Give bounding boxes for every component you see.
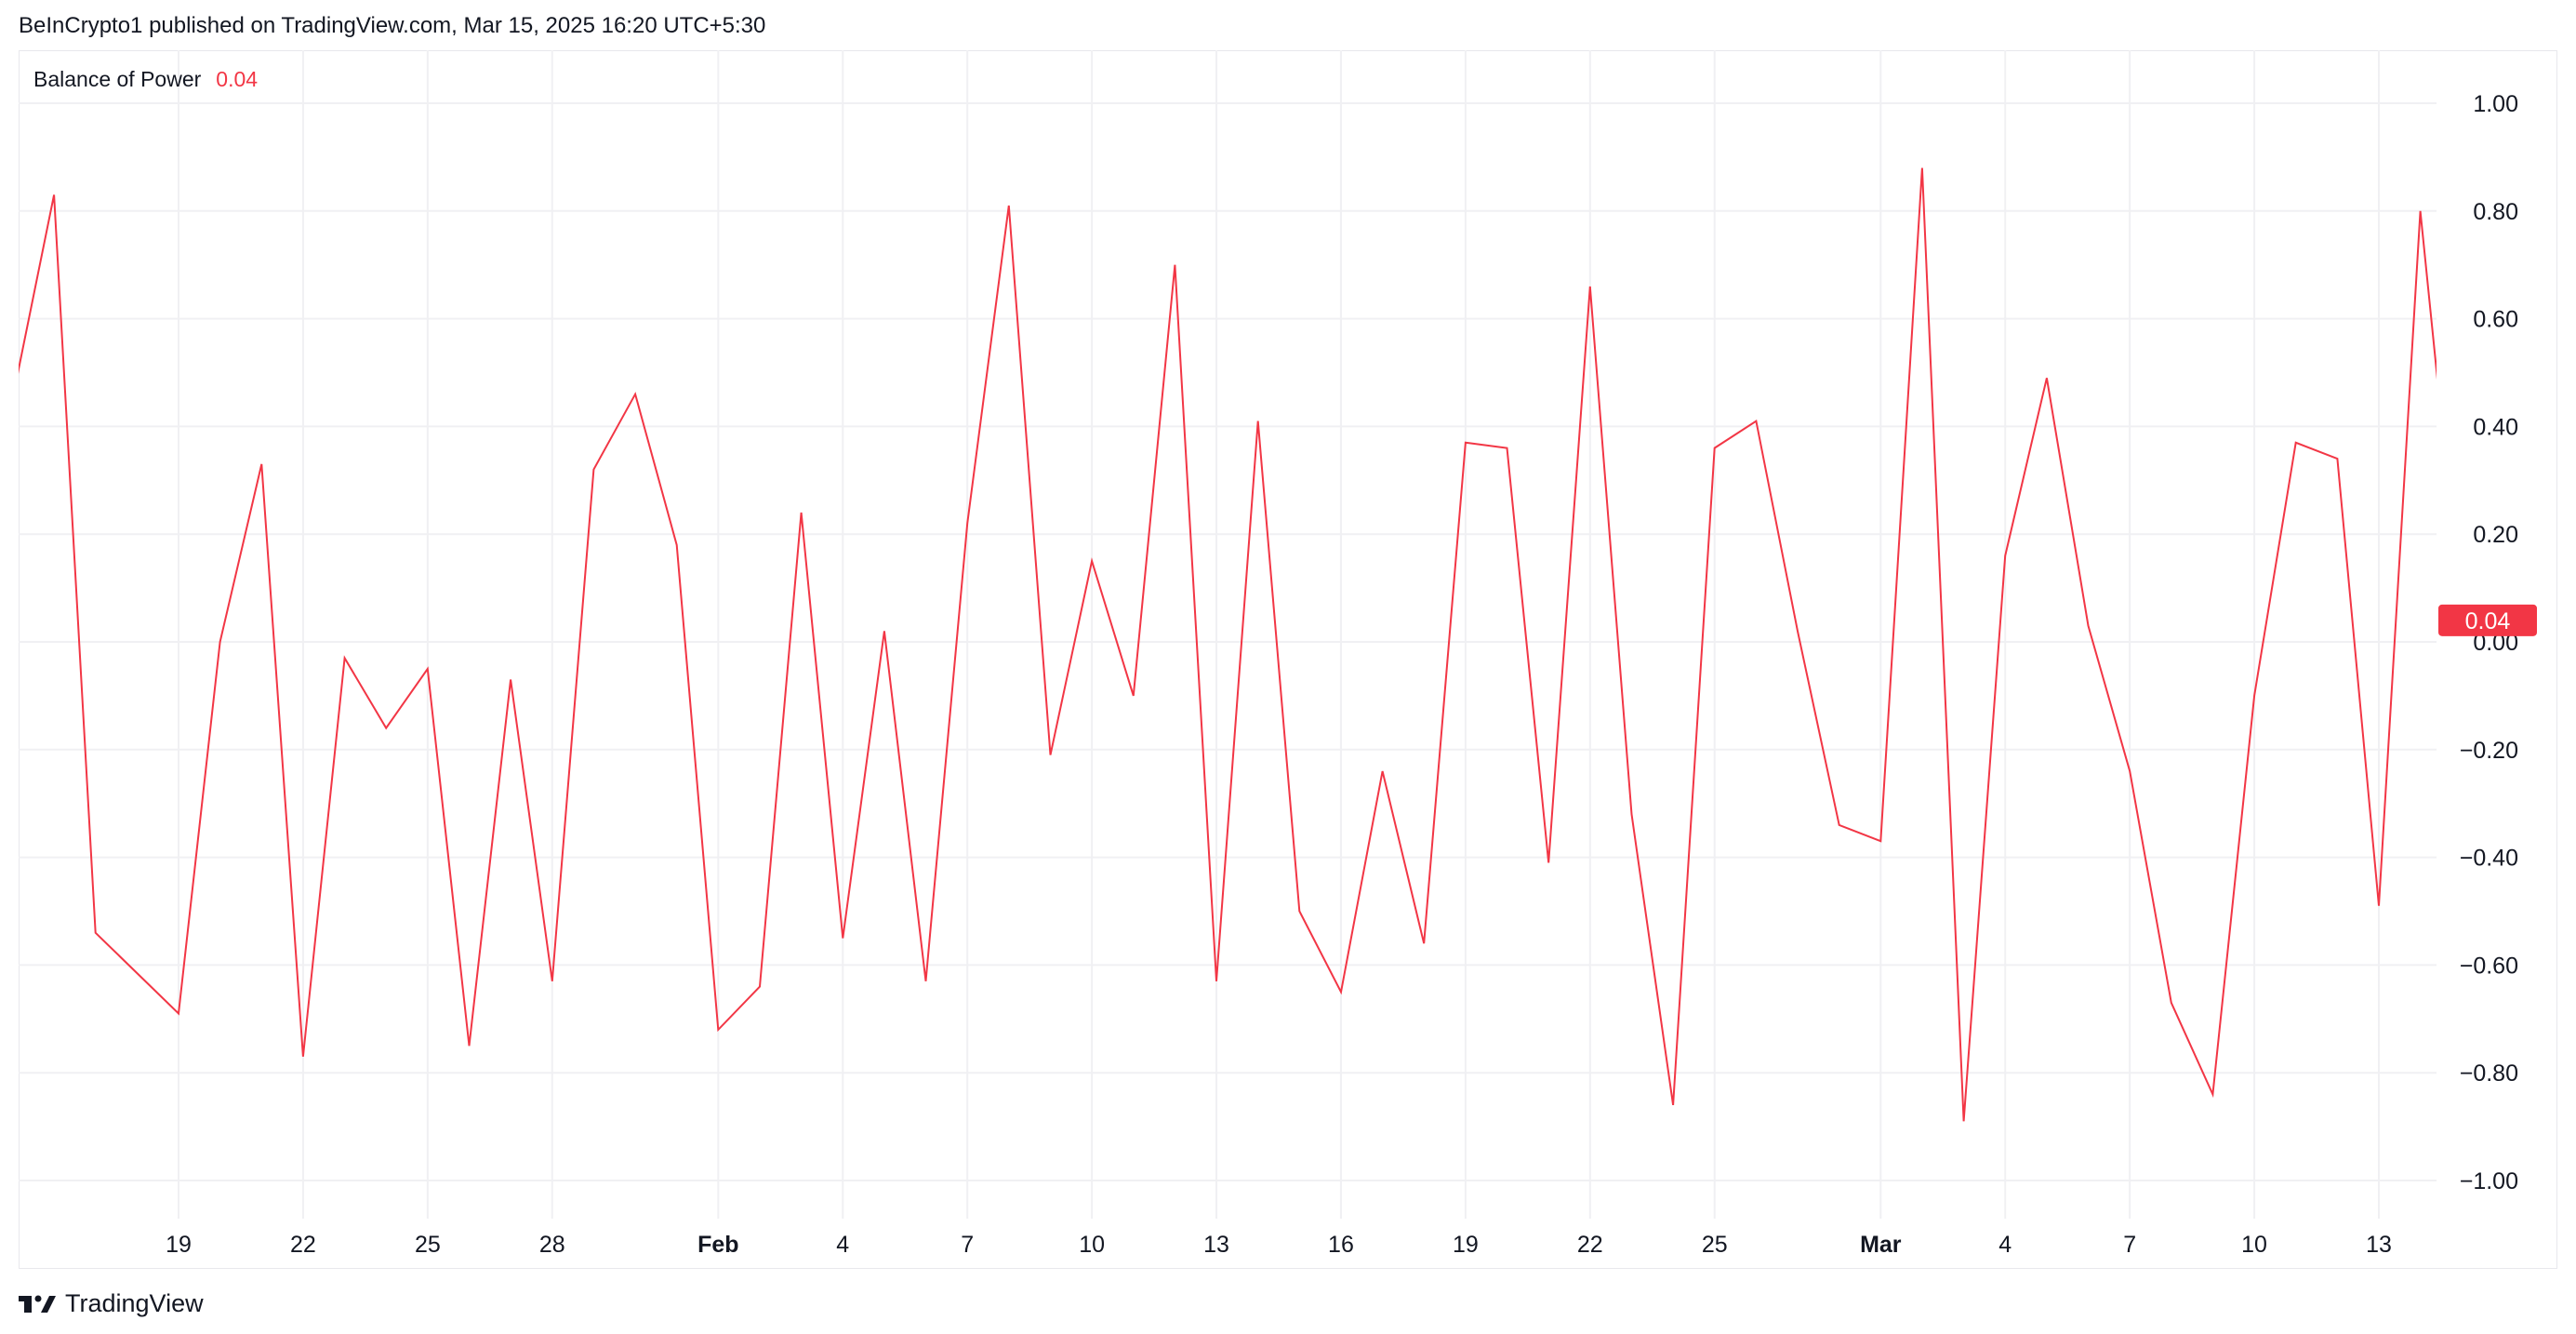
x-tick-label: 13 [2366, 1232, 2392, 1258]
x-tick-label: 28 [539, 1232, 565, 1258]
publisher-header: BeInCrypto1 published on TradingView.com… [19, 13, 766, 38]
x-tick-label: 22 [1577, 1232, 1603, 1258]
footer-brand-text: TradingView [65, 1289, 204, 1317]
indicator-legend[interactable]: Balance of Power 0.04 [33, 67, 258, 92]
x-tick-label: Mar [1860, 1232, 1902, 1258]
y-tick-label: 0.20 [2473, 522, 2518, 548]
tradingview-logo-icon [19, 1295, 56, 1313]
last-value-badge-layer: 0.04 [2438, 604, 2537, 636]
last-value-badge [2438, 604, 2537, 636]
x-tick-label: 10 [1079, 1232, 1105, 1258]
vertical-gridlines [178, 50, 2380, 1219]
y-tick-label: −1.00 [2460, 1168, 2518, 1194]
series-layer [12, 167, 2462, 1122]
horizontal-gridlines [19, 102, 2437, 1181]
x-tick-label: 25 [1702, 1232, 1728, 1258]
last-value-badge-label: 0.04 [2465, 608, 2511, 634]
x-tick-label: 22 [290, 1232, 316, 1258]
x-tick-label: 16 [1328, 1232, 1354, 1258]
x-tick-label: 7 [2123, 1232, 2136, 1258]
chart-pane[interactable] [19, 50, 2557, 1269]
y-tick-label: 0.80 [2473, 199, 2518, 225]
y-tick-label: 0.40 [2473, 414, 2518, 440]
footer-branding[interactable]: TradingView [19, 1289, 204, 1318]
x-tick-label: Feb [697, 1232, 738, 1258]
y-tick-label: 1.00 [2473, 91, 2518, 117]
y-axis: 1.000.800.600.400.200.00−0.20−0.40−0.60−… [2460, 91, 2518, 1194]
x-tick-label: 7 [961, 1232, 974, 1258]
x-tick-label: 19 [1453, 1232, 1479, 1258]
x-tick-label: 4 [836, 1232, 849, 1258]
y-tick-label: 0.60 [2473, 307, 2518, 333]
x-tick-label: 13 [1203, 1232, 1229, 1258]
x-tick-label: 10 [2241, 1232, 2267, 1258]
x-tick-label: 19 [166, 1232, 192, 1258]
y-tick-label: −0.80 [2460, 1061, 2518, 1087]
indicator-name: Balance of Power [33, 67, 202, 91]
x-tick-label: 4 [1998, 1232, 2012, 1258]
y-tick-label: −0.60 [2460, 953, 2518, 979]
y-tick-label: −0.20 [2460, 738, 2518, 764]
x-tick-label: 25 [415, 1232, 441, 1258]
y-tick-label: −0.40 [2460, 846, 2518, 872]
indicator-last-value: 0.04 [216, 67, 259, 91]
x-axis: 19 22 25 28 Feb 4 7 10 13 16 19 22 25 Mar 4 7 10 13 [166, 1232, 2392, 1258]
series-line[interactable] [12, 167, 2462, 1122]
